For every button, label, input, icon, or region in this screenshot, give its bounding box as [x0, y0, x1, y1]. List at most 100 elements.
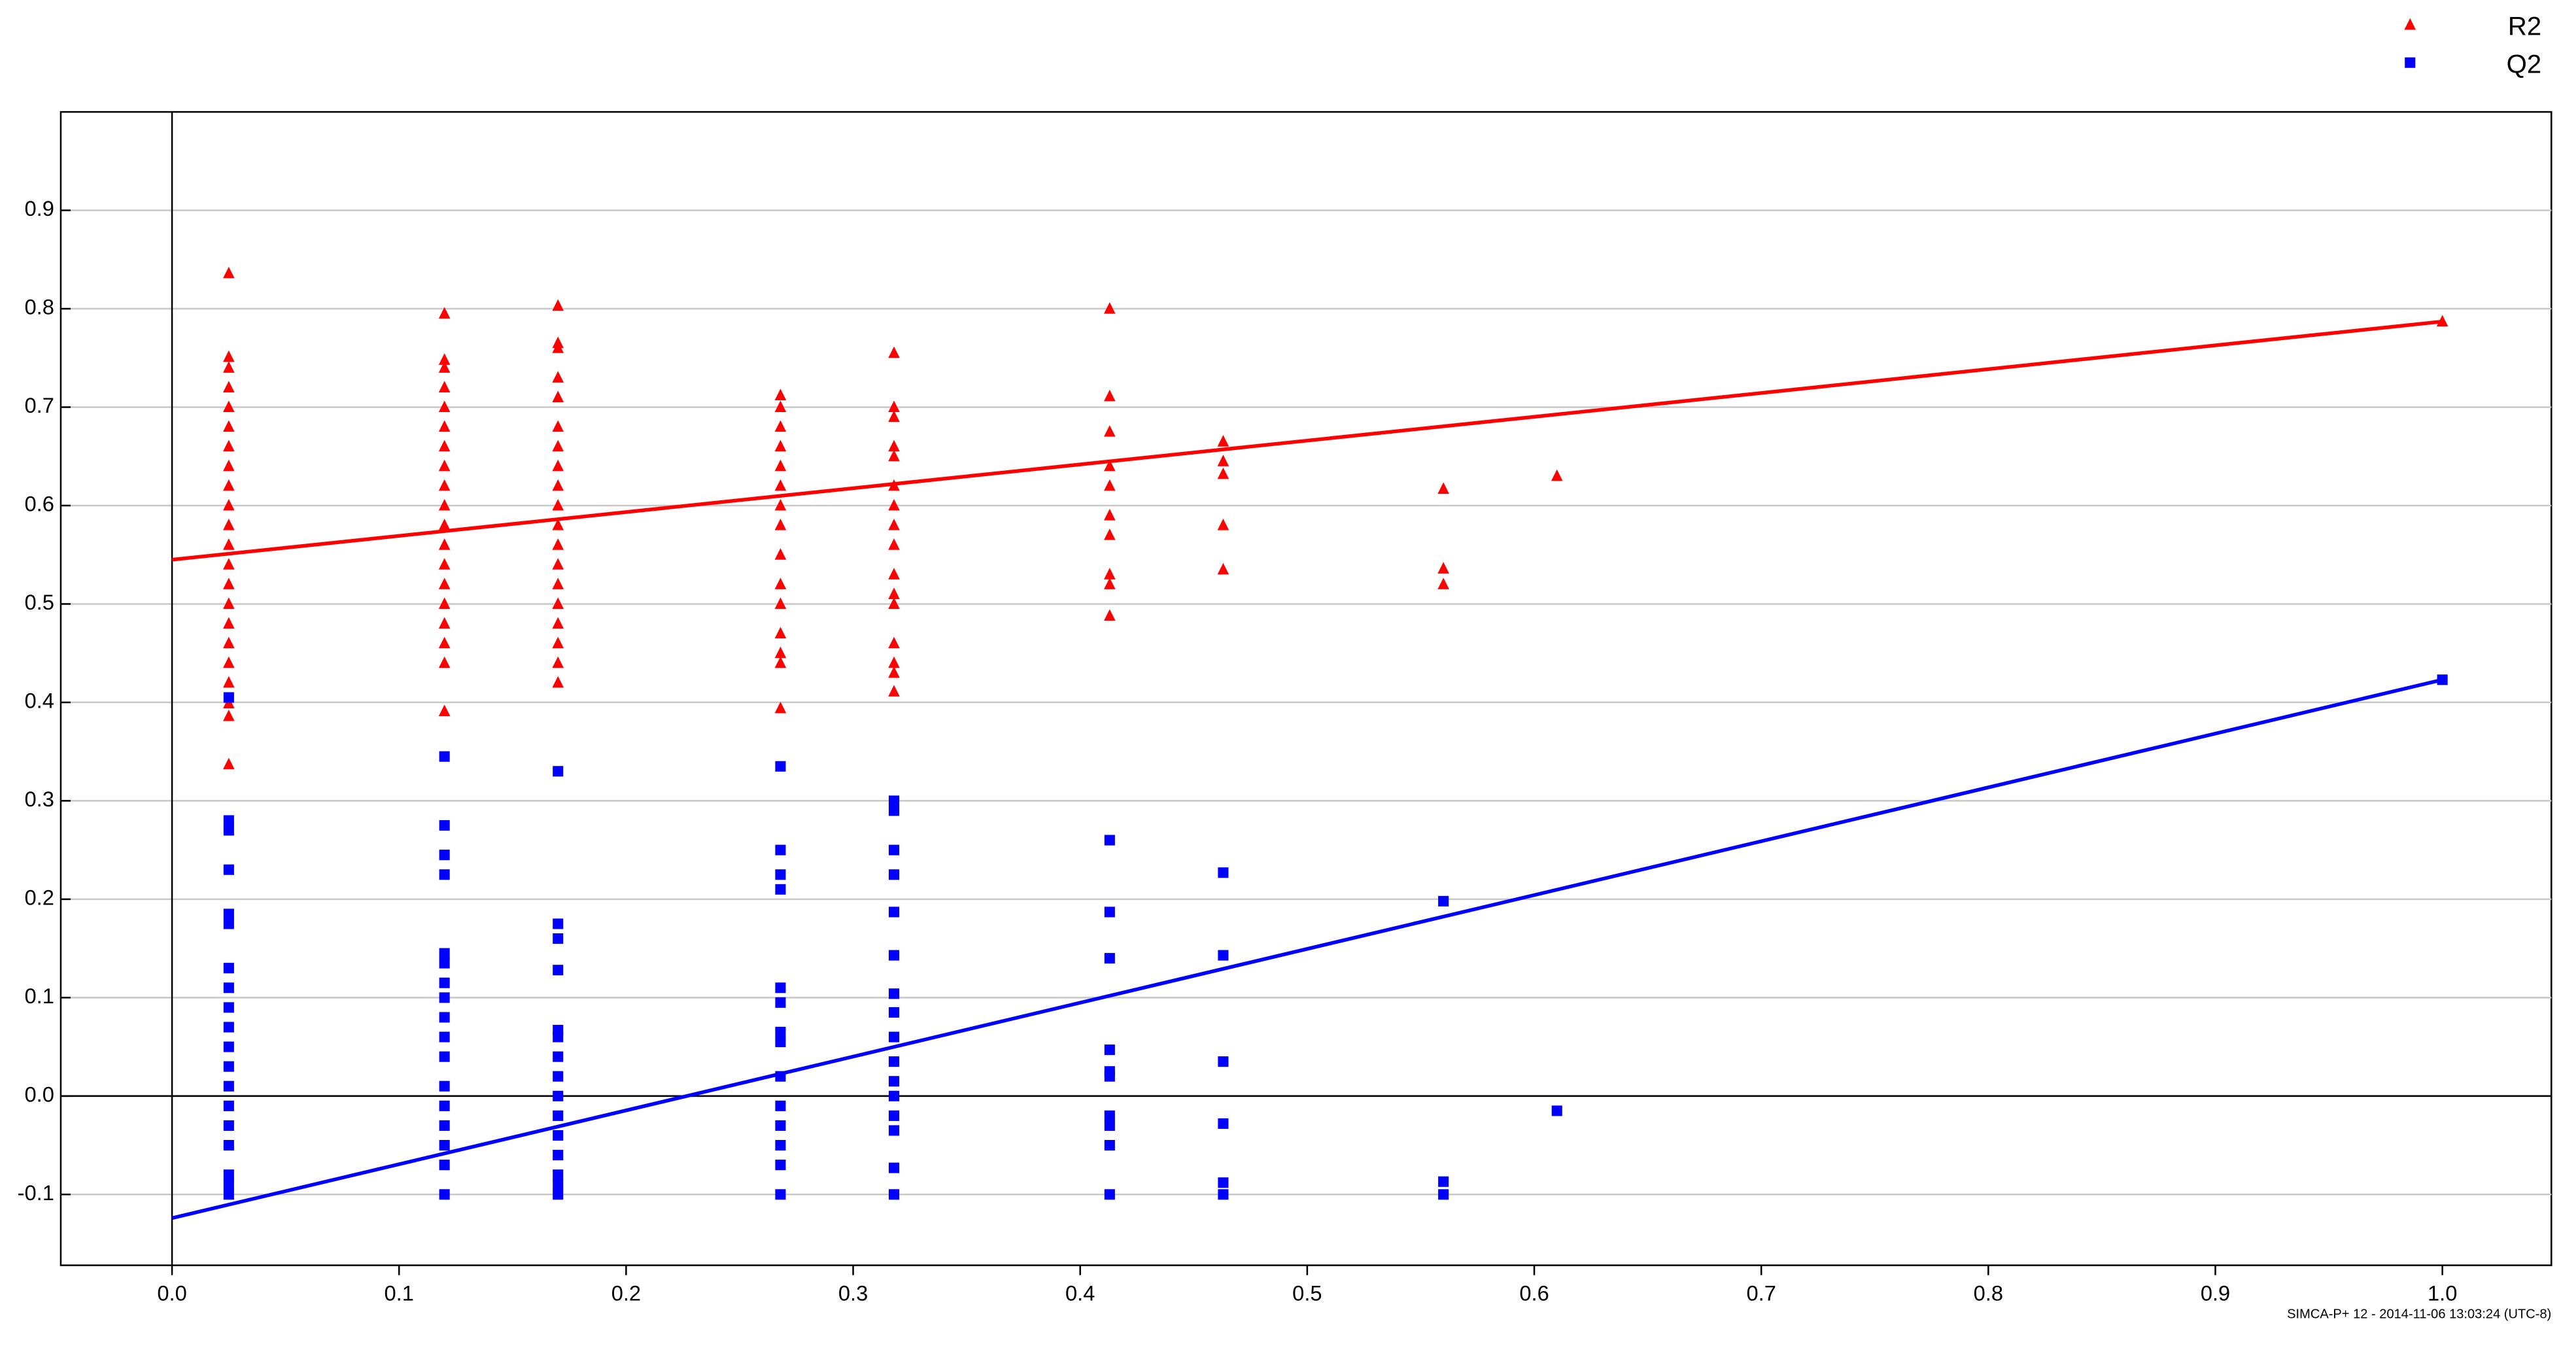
point	[438, 479, 451, 491]
point	[438, 361, 451, 373]
point	[775, 1189, 786, 1200]
point	[438, 656, 451, 668]
point	[1104, 508, 1116, 521]
point	[888, 685, 900, 697]
point	[774, 519, 787, 530]
point	[552, 538, 564, 550]
point	[1551, 469, 1563, 481]
point	[223, 692, 234, 703]
point	[223, 617, 235, 629]
point	[438, 519, 451, 530]
point	[775, 1100, 786, 1111]
point	[223, 381, 235, 392]
point	[438, 617, 451, 629]
point	[888, 449, 900, 462]
point	[553, 1189, 564, 1200]
y-tick-label: 0.0	[25, 1082, 54, 1106]
point	[888, 805, 900, 816]
point	[888, 1007, 900, 1018]
point	[1438, 1176, 1449, 1187]
point	[1104, 568, 1116, 579]
point	[438, 578, 451, 589]
y-tick-label: 0.5	[25, 590, 54, 614]
point	[553, 918, 564, 929]
point	[552, 390, 564, 403]
point	[553, 1179, 564, 1190]
point	[553, 766, 564, 777]
point	[223, 1022, 234, 1033]
point	[775, 1037, 786, 1048]
point	[552, 371, 564, 383]
point	[439, 1120, 450, 1131]
point	[1438, 1189, 1449, 1200]
point	[553, 933, 564, 944]
point	[552, 578, 564, 589]
point	[775, 1160, 786, 1171]
footer: SIMCA-P+ 12 - 2014-11-06 13:03:24 (UTC-8…	[2287, 1307, 2551, 1321]
point	[888, 538, 900, 550]
point	[223, 1061, 234, 1072]
point	[888, 410, 900, 423]
point	[774, 656, 787, 668]
point	[552, 498, 564, 511]
point	[438, 440, 451, 452]
point	[552, 636, 564, 649]
point	[553, 1110, 564, 1121]
point	[439, 751, 450, 762]
y-tick-label: 0.7	[25, 393, 54, 417]
point	[888, 568, 900, 579]
point	[223, 757, 235, 770]
point	[1551, 1105, 1562, 1116]
point	[439, 850, 450, 861]
point	[552, 341, 564, 353]
point	[223, 1120, 234, 1131]
point	[888, 988, 900, 999]
point	[223, 918, 234, 929]
point	[223, 597, 235, 609]
point	[774, 627, 787, 639]
x-tick-label: 0.3	[838, 1281, 868, 1305]
point	[438, 459, 451, 472]
x-tick-label: 0.1	[385, 1281, 414, 1305]
point	[1217, 562, 1229, 575]
plot-frame	[60, 111, 2552, 1266]
point	[774, 479, 787, 491]
point	[888, 479, 900, 491]
point	[552, 676, 564, 688]
point	[775, 761, 786, 772]
point	[1104, 389, 1116, 402]
point	[1437, 562, 1449, 574]
point	[553, 1150, 564, 1161]
y-tick-label: 0.8	[25, 295, 54, 319]
point	[888, 1189, 900, 1200]
point	[888, 950, 900, 961]
point	[438, 704, 451, 717]
point	[552, 420, 564, 432]
point	[775, 982, 786, 993]
point	[223, 420, 235, 432]
point	[1437, 482, 1449, 494]
point	[223, 479, 235, 491]
point	[774, 498, 787, 511]
point	[1104, 479, 1116, 491]
point	[553, 1051, 564, 1062]
point	[1104, 1140, 1115, 1151]
point	[1218, 1177, 1229, 1188]
point	[439, 992, 450, 1003]
point	[888, 1076, 900, 1087]
point	[774, 440, 787, 452]
point	[223, 815, 234, 826]
point	[439, 1100, 450, 1111]
point	[438, 498, 451, 511]
point	[2436, 315, 2448, 327]
x-tick-label: 1.0	[2428, 1281, 2457, 1305]
x-tick-label: 0.8	[1974, 1281, 2003, 1305]
y-tick-label: 0.4	[25, 689, 54, 713]
point	[223, 1189, 234, 1200]
point	[775, 1140, 786, 1151]
point	[888, 519, 900, 530]
point	[552, 440, 564, 452]
point	[223, 498, 235, 511]
point	[774, 420, 787, 432]
